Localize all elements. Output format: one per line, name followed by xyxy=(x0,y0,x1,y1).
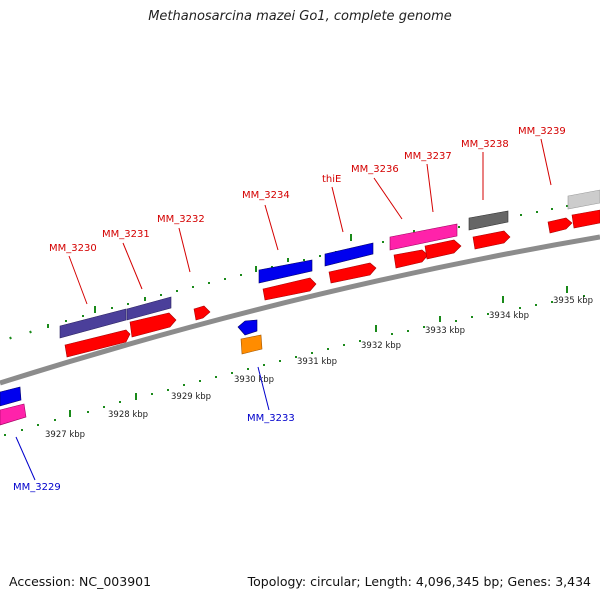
gene-feature[interactable] xyxy=(129,312,177,338)
gene-feature[interactable] xyxy=(567,189,600,210)
gene-label[interactable]: MM_3239 xyxy=(518,126,566,137)
genome-summary-text: Topology: circular; Length: 4,096,345 bp… xyxy=(247,574,591,589)
gene-label[interactable]: MM_3234 xyxy=(242,190,290,201)
gene-label[interactable]: MM_3238 xyxy=(461,139,509,150)
scale-label: 3934 kbp xyxy=(489,311,529,321)
accession-text: Accession: NC_003901 xyxy=(9,574,152,589)
scale-label: 3927 kbp xyxy=(45,430,85,440)
gene-feature[interactable] xyxy=(0,403,27,426)
gene-feature[interactable] xyxy=(393,249,429,269)
gene-feature[interactable] xyxy=(64,329,131,358)
gene-feature[interactable] xyxy=(547,217,573,234)
gene-feature[interactable] xyxy=(258,259,313,284)
gene-label[interactable]: MM_3237 xyxy=(404,151,452,162)
gene-label[interactable]: MM_3230 xyxy=(49,243,97,254)
scale-label: 3929 kbp xyxy=(171,392,211,402)
gene-feature[interactable] xyxy=(571,209,600,229)
forward-gene-labels: MM_3230 MM_3231 MM_3232 MM_3234 thiE MM_… xyxy=(49,126,566,254)
forward-genes xyxy=(59,189,600,358)
genome-backbone xyxy=(0,234,600,386)
reverse-leaders xyxy=(15,366,270,481)
reverse-gene-labels: MM_3229 MM_3233 xyxy=(13,413,295,493)
gene-feature[interactable] xyxy=(193,305,211,321)
gene-feature[interactable] xyxy=(240,334,263,355)
map-title: Methanosarcina mazei Go1, complete genom… xyxy=(148,9,452,24)
gene-feature[interactable] xyxy=(0,386,22,407)
gene-feature[interactable] xyxy=(328,262,377,284)
gene-label[interactable]: MM_3231 xyxy=(102,229,150,240)
gene-label[interactable]: MM_3233 xyxy=(247,413,295,424)
gene-label[interactable]: MM_3236 xyxy=(351,164,399,175)
forward-leaders xyxy=(68,138,552,305)
scale-label: 3932 kbp xyxy=(361,341,401,351)
gene-feature[interactable] xyxy=(389,223,458,251)
gene-label[interactable]: thiE xyxy=(322,174,341,185)
scale-label: 3928 kbp xyxy=(108,410,148,420)
scale-label: 3933 kbp xyxy=(425,326,465,336)
gene-feature[interactable] xyxy=(262,277,317,301)
gene-feature[interactable] xyxy=(59,308,127,339)
gene-feature[interactable] xyxy=(472,230,511,250)
scale-labels: 3927 kbp 3928 kbp 3929 kbp 3930 kbp 3931… xyxy=(45,296,593,440)
gene-feature[interactable] xyxy=(237,319,258,336)
gene-feature[interactable] xyxy=(324,242,374,267)
reverse-genes xyxy=(0,319,263,426)
scale-label: 3935 kbp xyxy=(553,296,593,306)
gene-label[interactable]: MM_3232 xyxy=(157,214,205,225)
scale-label: 3931 kbp xyxy=(297,357,337,367)
gene-feature[interactable] xyxy=(126,296,172,321)
gene-feature[interactable] xyxy=(424,239,462,260)
reverse-tick-track xyxy=(4,286,585,436)
scale-label: 3930 kbp xyxy=(234,375,274,385)
gene-label[interactable]: MM_3229 xyxy=(13,482,61,493)
gene-feature[interactable] xyxy=(468,210,509,231)
